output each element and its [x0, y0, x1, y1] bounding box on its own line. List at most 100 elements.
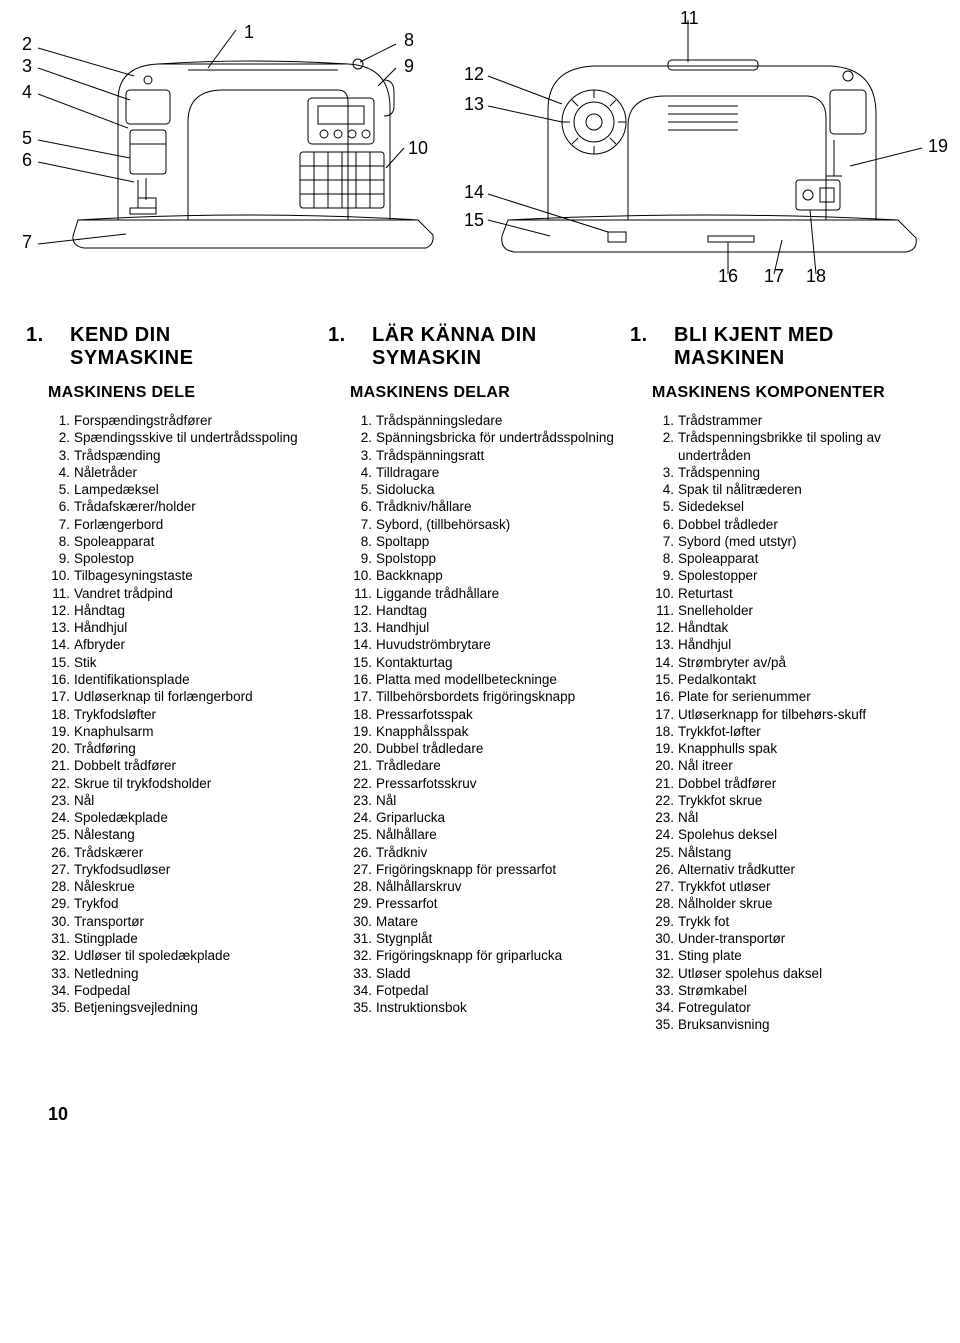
list-item: 3.Trådspænding	[48, 447, 326, 464]
section-title-no: 1.BLI KJENT MED MASKINEN	[652, 324, 930, 370]
callout-17: 17	[764, 266, 784, 287]
callout-6: 6	[22, 150, 32, 171]
list-item: 27.Trykkfot utløser	[652, 878, 930, 895]
callout-8: 8	[404, 30, 414, 51]
col-swedish: 1.LÄR KÄNNA DIN SYMASKIN MASKINENS DELAR…	[350, 314, 628, 1034]
list-item: 4.Nåletråder	[48, 464, 326, 481]
list-item: 20.Nål itreer	[652, 757, 930, 774]
callout-19: 19	[928, 136, 948, 157]
list-item: 8.Spoltapp	[350, 533, 628, 550]
list-item: 23.Nål	[652, 809, 930, 826]
callout-2: 2	[22, 34, 32, 55]
list-item: 22.Trykkfot skrue	[652, 792, 930, 809]
callout-7: 7	[22, 232, 32, 253]
list-item: 30.Matare	[350, 913, 628, 930]
list-item: 10.Returtast	[652, 585, 930, 602]
callout-4: 4	[22, 82, 32, 103]
list-item: 29.Pressarfot	[350, 895, 628, 912]
list-item: 8.Spoleapparat	[48, 533, 326, 550]
col-danish: 1.KEND DIN SYMASKINE MASKINENS DELE 1.Fo…	[48, 314, 326, 1034]
list-item: 25.Nålstang	[652, 844, 930, 861]
list-item: 21.Dobbelt trådfører	[48, 757, 326, 774]
list-item: 4.Spak til nålitræderen	[652, 481, 930, 498]
list-item: 6.Trådkniv/hållare	[350, 498, 628, 515]
list-item: 5.Sidolucka	[350, 481, 628, 498]
callout-18: 18	[806, 266, 826, 287]
list-item: 9.Spolestopper	[652, 567, 930, 584]
list-item: 10.Tilbagesyningstaste	[48, 567, 326, 584]
list-item: 14.Strømbryter av/på	[652, 654, 930, 671]
callout-16: 16	[718, 266, 738, 287]
list-item: 2.Spänningsbricka för undertrådsspolning	[350, 429, 628, 446]
callout-3: 3	[22, 56, 32, 77]
list-item: 31.Stingplade	[48, 930, 326, 947]
list-item: 10.Backknapp	[350, 567, 628, 584]
list-item: 5.Lampedæksel	[48, 481, 326, 498]
list-item: 16.Plate for serienummer	[652, 688, 930, 705]
list-item: 3.Trådspänningsratt	[350, 447, 628, 464]
list-item: 31.Stygnplåt	[350, 930, 628, 947]
list-item: 3.Trådspenning	[652, 464, 930, 481]
list-item: 28.Nålhållarskruv	[350, 878, 628, 895]
list-item: 17.Udløserknap til forlængerbord	[48, 688, 326, 705]
list-item: 34.Fotpedal	[350, 982, 628, 999]
list-item: 12.Håndtag	[48, 602, 326, 619]
back-machine-diagram	[478, 20, 958, 300]
col-norwegian: 1.BLI KJENT MED MASKINEN MASKINENS KOMPO…	[652, 314, 930, 1034]
callout-15: 15	[464, 210, 484, 231]
columns: 1.KEND DIN SYMASKINE MASKINENS DELE 1.Fo…	[48, 314, 930, 1034]
front-machine-diagram	[38, 20, 458, 290]
list-item: 31.Sting plate	[652, 947, 930, 964]
callout-11: 11	[680, 8, 699, 29]
list-item: 1.Forspændingstrådfører	[48, 412, 326, 429]
list-item: 1.Trådspänningsledare	[350, 412, 628, 429]
list-item: 18.Trykfodsløfter	[48, 706, 326, 723]
list-item: 30.Transportør	[48, 913, 326, 930]
list-item: 32.Utløser spolehus daksel	[652, 965, 930, 982]
list-item: 19.Knapphulls spak	[652, 740, 930, 757]
section-title-da: 1.KEND DIN SYMASKINE	[48, 324, 326, 370]
list-item: 21.Dobbel trådfører	[652, 775, 930, 792]
list-item: 28.Nåleskrue	[48, 878, 326, 895]
list-item: 24.Griparlucka	[350, 809, 628, 826]
list-item: 7.Forlængerbord	[48, 516, 326, 533]
list-item: 2.Spændingsskive til undertrådsspoling	[48, 429, 326, 446]
list-item: 16.Identifikationsplade	[48, 671, 326, 688]
list-item: 13.Handhjul	[350, 619, 628, 636]
list-item: 15.Pedalkontakt	[652, 671, 930, 688]
list-item: 21.Trådledare	[350, 757, 628, 774]
list-item: 13.Håndhjul	[652, 636, 930, 653]
list-item: 27.Trykfodsudløser	[48, 861, 326, 878]
page-number: 10	[48, 1104, 930, 1125]
list-item: 8.Spoleapparat	[652, 550, 930, 567]
list-item: 32.Frigöringsknapp för griparlucka	[350, 947, 628, 964]
list-item: 1.Trådstrammer	[652, 412, 930, 429]
list-item: 25.Nålestang	[48, 826, 326, 843]
list-item: 26.Alternativ trådkutter	[652, 861, 930, 878]
page: 1 2 3 4 5 6 7 8 9 10 11 12 13 14 15 19 1…	[0, 0, 960, 1149]
callout-14: 14	[464, 182, 484, 203]
list-item: 19.Knapphålsspak	[350, 723, 628, 740]
list-item: 7.Sybord, (tillbehörsask)	[350, 516, 628, 533]
diagram-area: 1 2 3 4 5 6 7 8 9 10 11 12 13 14 15 19 1…	[48, 20, 930, 290]
list-item: 9.Spolestop	[48, 550, 326, 567]
callout-9: 9	[404, 56, 414, 77]
list-item: 6.Trådafskærer/holder	[48, 498, 326, 515]
list-item: 4.Tilldragare	[350, 464, 628, 481]
list-item: 17.Utløserknapp for tilbehørs-skuff	[652, 706, 930, 723]
list-item: 26.Trådskærer	[48, 844, 326, 861]
subheading-sv: MASKINENS DELAR	[350, 384, 628, 402]
list-item: 20.Trådføring	[48, 740, 326, 757]
list-item: 24.Spoledækplade	[48, 809, 326, 826]
subheading-no: MASKINENS KOMPONENTER	[652, 384, 930, 402]
list-item: 17.Tillbehörsbordets frigöringsknapp	[350, 688, 628, 705]
list-item: 26.Trådkniv	[350, 844, 628, 861]
list-item: 18.Pressarfotsspak	[350, 706, 628, 723]
list-item: 11.Snelleholder	[652, 602, 930, 619]
parts-list-no: 1.Trådstrammer2.Trådspenningsbrikke til …	[652, 412, 930, 1034]
list-item: 16.Platta med modellbeteckninge	[350, 671, 628, 688]
list-item: 35.Instruktionsbok	[350, 999, 628, 1016]
list-item: 19.Knaphulsarm	[48, 723, 326, 740]
callout-1: 1	[244, 22, 254, 43]
list-item: 32.Udløser til spoledækplade	[48, 947, 326, 964]
